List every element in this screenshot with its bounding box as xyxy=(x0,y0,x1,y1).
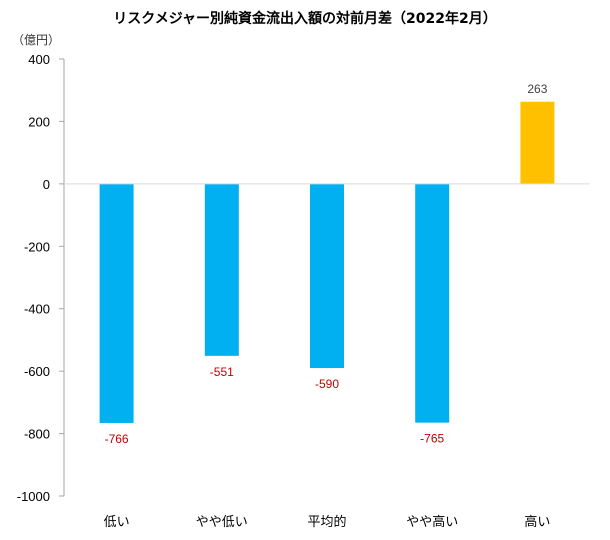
y-tick-label: 200 xyxy=(28,114,50,129)
y-tick-label: 400 xyxy=(28,52,50,67)
x-tick-label: 低い xyxy=(104,515,130,530)
x-tick-label: やや低い xyxy=(196,515,248,530)
x-tick-label: 平均的 xyxy=(307,514,346,530)
bar xyxy=(520,101,555,184)
data-labels: -766 -551 -590 -765 263 xyxy=(105,82,548,446)
bar xyxy=(99,183,134,423)
y-axis-ticks: 400 200 0 -200 -400 -600 -800 -1000 xyxy=(17,52,64,504)
data-label: -765 xyxy=(420,432,444,446)
x-tick-label: 高い xyxy=(524,514,550,530)
bar xyxy=(204,183,239,356)
y-axis-unit: （億円） xyxy=(12,33,60,47)
chart-title: リスクメジャー別純資金流出入額の対前月差（2022年2月） xyxy=(113,10,496,27)
x-axis-labels: 低い やや低い 平均的 やや高い 高い xyxy=(104,514,551,530)
bar xyxy=(415,183,450,423)
y-tick-label: -200 xyxy=(24,239,50,254)
data-label: 263 xyxy=(527,82,547,96)
bar xyxy=(310,183,344,369)
y-tick-label: -400 xyxy=(24,302,50,317)
y-tick-label: -800 xyxy=(24,427,50,442)
x-tick-label: やや高い xyxy=(406,514,458,530)
y-tick-label: 0 xyxy=(43,177,50,192)
y-tick-label: -1000 xyxy=(17,489,50,504)
data-label: -551 xyxy=(210,365,234,379)
y-tick-label: -600 xyxy=(24,364,50,379)
bars xyxy=(99,101,555,423)
data-label: -766 xyxy=(105,432,129,446)
data-label: -590 xyxy=(315,377,339,391)
